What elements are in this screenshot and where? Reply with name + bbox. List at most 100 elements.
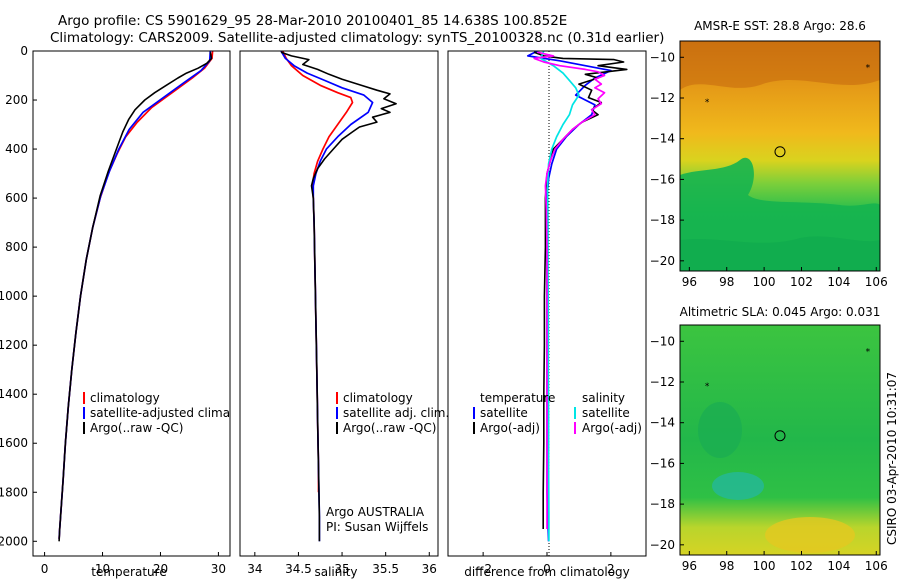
- sst-map-x-tick-label: 106: [865, 275, 888, 289]
- salinity-x-tick-label: 35.5: [372, 562, 399, 576]
- temperature-legend: climatology satellite-adjusted climatolo…: [83, 391, 268, 435]
- sla-float-position-marker: [774, 430, 786, 442]
- difference-x-ticks: −2 0 2: [474, 552, 615, 576]
- depth-y-tick-label: 400: [5, 142, 28, 156]
- temperature-series-0-line: [58, 51, 214, 539]
- sla-map-x-tick-label: 98: [719, 559, 734, 573]
- difference-series-1-line: [533, 51, 628, 529]
- timestamp-stamp: CSIRO 03-Apr-2010 10:31:07: [885, 372, 899, 545]
- depth-y-tick-label: 2000: [0, 534, 28, 548]
- salinity-series-2-line: [280, 51, 397, 542]
- difference-series-group: [526, 51, 628, 542]
- sst-map-title: AMSR-E SST: 28.8 Argo: 28.6: [694, 19, 866, 33]
- sst-heatmap: [680, 41, 880, 271]
- depth-y-tick-label: 0: [20, 44, 28, 58]
- float-pi-label: PI: Susan Wijffels: [326, 520, 428, 534]
- depth-y-tick-label: 1000: [0, 289, 28, 303]
- legend-label-climatology: climatology: [90, 391, 160, 405]
- sst-map-y-tick-label: −14: [650, 132, 675, 146]
- sla-map-y-tick-label: −14: [650, 416, 675, 430]
- temperature-panel: 0 10 20 30 0 200 400 600 800 1000 1200 1400 1600 180…: [0, 44, 268, 579]
- legend-title-temperature: temperature: [480, 391, 555, 405]
- sla-map-x-tick-label: 96: [682, 559, 697, 573]
- legend-label-temp-satellite: satellite: [480, 406, 528, 420]
- sla-map-x-tick-label: 102: [790, 559, 813, 573]
- sst-map-panel: AMSR-E SST: 28.8 Argo: 28.6 96 98 100 102 10…: [650, 19, 888, 289]
- sst-map-x-tick-label: 104: [827, 275, 850, 289]
- sst-map-y-tick-label: −20: [650, 254, 675, 268]
- difference-legend: temperature satellite Argo(-adj) salinit…: [473, 391, 642, 435]
- depth-y-tick-label: 1600: [0, 436, 28, 450]
- legend-label-satellite-adjusted: satellite-adjusted climatology: [90, 406, 268, 420]
- legend-label-temp-argo: Argo(-adj): [480, 421, 540, 435]
- sla-map-y-tick-label: −10: [650, 334, 675, 348]
- sst-map-x-ticks: 96 98 100 102 104 106: [682, 267, 888, 289]
- depth-y-tick-label: 1400: [0, 387, 28, 401]
- salinity-x-axis-label: salinity: [314, 565, 357, 579]
- sla-map-x-tick-label: 100: [753, 559, 776, 573]
- depth-y-tick-label: 1800: [0, 485, 28, 499]
- figure-title-line2: Climatology: CARS2009. Satellite-adjuste…: [50, 30, 664, 46]
- depth-y-tick-label: 1200: [0, 338, 28, 352]
- depth-y-tick-label: 200: [5, 93, 28, 107]
- legend-label-argo: Argo(..raw -QC): [90, 421, 183, 435]
- legend-label-sal-satellite: satellite: [582, 406, 630, 420]
- sst-map-y-tick-label: −10: [650, 50, 675, 64]
- sla-map-y-tick-label: −16: [650, 456, 675, 470]
- sla-nearby-float-marker: *: [705, 382, 710, 392]
- salinity-x-tick-label: 36: [422, 562, 437, 576]
- sla-low-anomaly: [712, 472, 764, 500]
- sla-map-markers: **: [705, 347, 871, 442]
- sst-float-position-marker: [774, 146, 786, 158]
- sst-map-frame: [679, 40, 881, 272]
- float-program-label: Argo AUSTRALIA: [326, 505, 425, 519]
- temperature-series-2-line: [58, 52, 213, 542]
- legend-label-climatology: climatology: [343, 391, 413, 405]
- salinity-x-tick-label: 34.5: [285, 562, 312, 576]
- sla-map-x-tick-label: 104: [827, 559, 850, 573]
- sst-nearby-float-marker: *: [866, 63, 871, 73]
- sla-map-y-ticks: −10 −12 −14 −16 −18 −20: [650, 334, 684, 552]
- sst-map-x-tick-label: 96: [682, 275, 697, 289]
- depth-y-ticks: 0 200 400 600 800 1000 1200 1400 1600 1800 2000: [0, 44, 37, 548]
- difference-x-axis-label: difference from climatology: [464, 565, 630, 579]
- temperature-axes-frame: [32, 50, 231, 557]
- salinity-x-tick-label: 34: [247, 562, 262, 576]
- depth-y-tick-label: 800: [5, 240, 28, 254]
- sst-map-markers: **: [705, 63, 871, 158]
- sla-map-title: Altimetric SLA: 0.045 Argo: 0.031: [680, 305, 881, 319]
- sla-map-frame: [679, 324, 881, 556]
- temperature-x-tick-label: 10: [95, 562, 110, 576]
- legend-title-salinity: salinity: [582, 391, 625, 405]
- difference-series-3-line: [533, 51, 606, 529]
- sla-map-x-ticks: 96 98 100 102 104 106: [682, 551, 888, 573]
- sst-warm-pool: [680, 41, 880, 90]
- salinity-panel: 34 34.5 35 35.5 36 salinity climatology sate…: [239, 50, 449, 579]
- temperature-x-tick-label: 30: [211, 562, 226, 576]
- sst-map-y-tick-label: −12: [650, 91, 675, 105]
- legend-label-argo: Argo(..raw -QC): [343, 421, 436, 435]
- sla-heatmap: [680, 325, 880, 555]
- sla-map-y-tick-label: −18: [650, 497, 675, 511]
- salinity-series-group: [280, 51, 397, 542]
- sla-high-anomaly: [765, 517, 855, 553]
- salinity-x-ticks: 34 34.5 35 35.5 36: [247, 552, 437, 576]
- sst-map-y-ticks: −10 −12 −14 −16 −18 −20: [650, 50, 684, 268]
- sla-map-y-tick-label: −12: [650, 375, 675, 389]
- sst-nearby-float-marker: *: [705, 98, 710, 108]
- figure-title-line1: Argo profile: CS 5901629_95 28-Mar-2010 …: [58, 13, 567, 29]
- sst-map-x-tick-label: 98: [719, 275, 734, 289]
- sst-map-x-tick-label: 102: [790, 275, 813, 289]
- sst-map-y-tick-label: −18: [650, 213, 675, 227]
- difference-panel: −2 0 2 difference from climatology tempera…: [447, 50, 647, 579]
- temperature-series-group: [58, 51, 214, 542]
- sst-cool-patch: [680, 236, 880, 271]
- difference-series-0-line: [526, 51, 612, 542]
- temperature-x-ticks: 0 10 20 30: [41, 552, 226, 576]
- difference-x-tick-label: 2: [607, 562, 615, 576]
- sst-map-y-tick-label: −16: [650, 172, 675, 186]
- temperature-x-tick-label: 20: [153, 562, 168, 576]
- sla-nearby-float-marker: *: [866, 347, 871, 357]
- legend-label-sal-argo: Argo(-adj): [582, 421, 642, 435]
